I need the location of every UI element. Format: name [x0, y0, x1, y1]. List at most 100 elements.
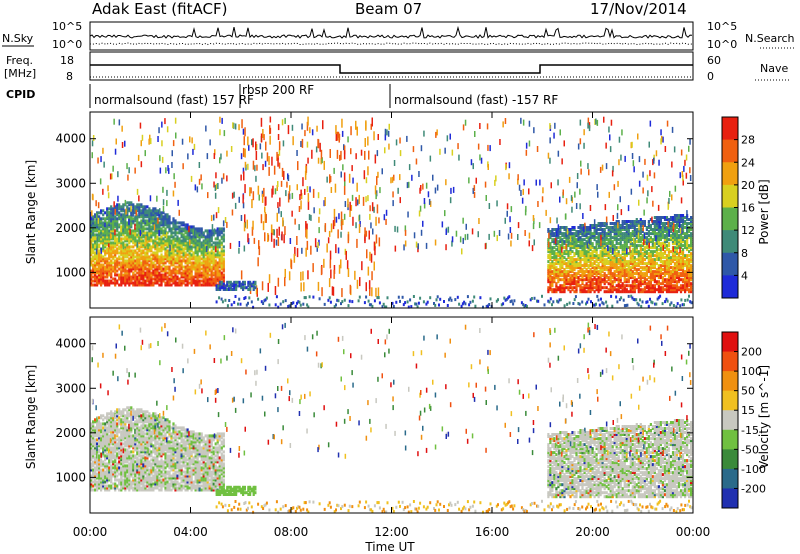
echo-cell — [164, 267, 167, 271]
echo-cell — [659, 274, 662, 278]
echo-cell — [684, 262, 687, 266]
echo-cell — [251, 226, 254, 236]
echo-cell — [210, 233, 213, 237]
echo-cell — [114, 221, 117, 225]
echo-cell — [214, 279, 217, 283]
echo-cell — [595, 258, 598, 262]
echo-cell — [317, 138, 319, 148]
echo-cell — [144, 263, 147, 267]
echo-cell — [106, 271, 109, 275]
echo-cell — [494, 179, 496, 186]
echo-cell — [677, 274, 681, 278]
echo-cell — [599, 222, 602, 225]
echo-cell — [97, 202, 100, 209]
echo-cell — [553, 238, 556, 242]
echo-cell — [138, 209, 141, 213]
echo-cell — [573, 260, 576, 264]
echo-cell — [619, 286, 622, 290]
echo-cell — [627, 280, 630, 284]
echo-cell — [444, 210, 446, 217]
echo-cell — [122, 243, 125, 250]
echo-cell — [613, 232, 616, 236]
echo-cell — [91, 140, 94, 147]
echo-cell — [214, 229, 217, 233]
echo-cell — [156, 223, 159, 227]
echo-cell — [176, 255, 179, 259]
echo-cell — [619, 242, 622, 246]
echo-cell — [114, 255, 117, 259]
echo-cell — [221, 117, 223, 124]
echo-cell — [180, 245, 183, 249]
echo-cell — [591, 258, 594, 262]
echo-cell — [651, 250, 654, 254]
echo-cell — [621, 224, 624, 227]
echo-cell — [116, 241, 119, 245]
echo-cell — [130, 279, 133, 283]
echo-cell — [125, 208, 127, 215]
echo-cell — [625, 228, 628, 231]
echo-cell — [126, 269, 129, 273]
echo-cell — [601, 252, 604, 256]
echo-cell — [567, 240, 570, 244]
echo-cell — [204, 257, 207, 261]
echo-cell — [569, 236, 572, 243]
echo-cell — [593, 226, 596, 229]
echo-cell — [281, 119, 284, 126]
echo-cell — [212, 281, 215, 285]
echo-cell — [176, 251, 179, 255]
echo-cell — [597, 276, 600, 280]
echo-cell — [321, 287, 323, 297]
echo-cell — [363, 170, 366, 180]
echo-cell — [425, 182, 428, 189]
echo-cell — [100, 229, 103, 233]
echo-cell — [561, 288, 564, 292]
echo-cell — [669, 286, 673, 290]
echo-cell — [156, 279, 159, 283]
echo-cell — [92, 219, 95, 223]
echo-cell — [180, 247, 183, 251]
echo-cell — [661, 278, 664, 282]
echo-cell — [567, 260, 570, 264]
echo-cell — [673, 248, 677, 252]
echo-cell — [573, 274, 576, 278]
echo-cell — [569, 250, 572, 254]
echo-cell — [259, 143, 262, 150]
echo-cell — [599, 258, 602, 262]
echo-cell — [605, 290, 608, 294]
echo-cell — [631, 252, 634, 256]
echo-cell — [633, 244, 636, 248]
echo-cell — [615, 220, 618, 223]
echo-cell — [595, 286, 598, 290]
echo-cell — [319, 142, 321, 152]
echo-cell — [102, 231, 105, 235]
echo-cell — [371, 117, 373, 127]
echo-cell — [659, 220, 662, 223]
echo-cell — [335, 132, 338, 141]
echo-cell — [273, 229, 275, 236]
echo-cell — [128, 273, 131, 277]
echo-cell — [92, 265, 95, 269]
echo-cell — [571, 268, 574, 272]
echo-cell — [647, 260, 650, 264]
echo-cell — [184, 259, 187, 263]
echo-cell — [681, 286, 685, 290]
echo-cell — [176, 241, 179, 245]
echo-cell — [575, 234, 578, 238]
cpid-segment-1: rbsp 200 RF — [242, 83, 314, 97]
echo-cell — [106, 265, 109, 269]
echo-cell — [91, 210, 93, 217]
echo-cell — [141, 134, 144, 141]
echo-cell — [559, 252, 562, 256]
echo-cell — [196, 269, 199, 273]
echo-cell — [679, 290, 683, 294]
echo-cell — [553, 240, 556, 244]
echo-cell — [156, 195, 158, 202]
echo-cell — [655, 226, 658, 229]
echo-cell — [124, 227, 127, 231]
echo-cell — [154, 235, 157, 239]
echo-cell — [587, 266, 590, 270]
echo-cell — [182, 269, 185, 273]
echo-cell — [186, 273, 189, 277]
echo-cell — [206, 283, 209, 287]
echo-cell — [633, 290, 636, 294]
